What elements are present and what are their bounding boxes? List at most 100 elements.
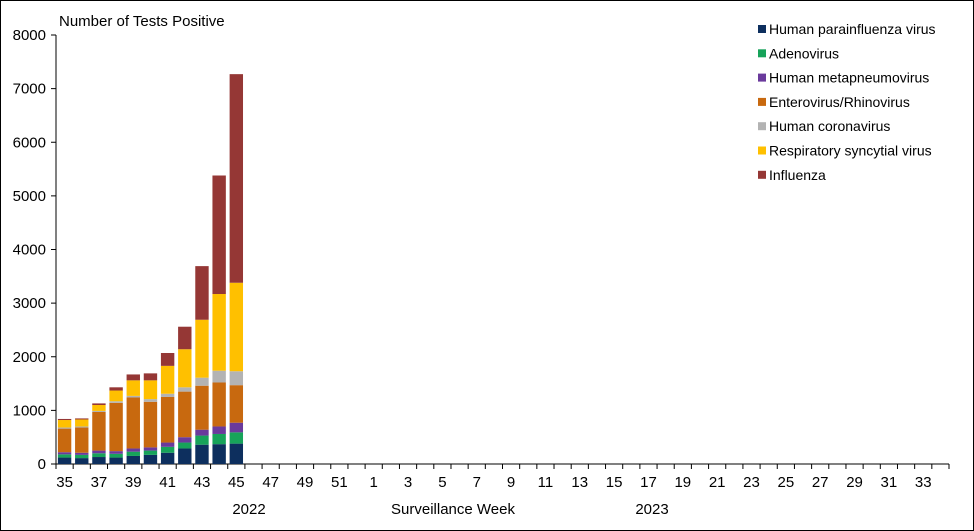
x-tick-label: 7 <box>473 474 481 491</box>
y-axis-title: Number of Tests Positive <box>59 13 225 30</box>
y-tick-label: 0 <box>38 456 46 473</box>
bar-segment-influenza <box>178 326 192 350</box>
bar-segment-respiratory-syncytial-virus <box>195 319 209 378</box>
bar-segment-human-coronavirus <box>126 395 140 398</box>
x-tick-label: 41 <box>159 474 176 491</box>
bar-segment-human-parainfluenza-virus <box>57 457 72 464</box>
x-tick-label: 43 <box>194 474 211 491</box>
bar-segment-enterovirus-rhinovirus <box>229 385 244 423</box>
bar-segment-respiratory-syncytial-virus <box>212 294 226 371</box>
bar-segment-human-metapneumovirus <box>212 426 226 434</box>
bar-segment-human-coronavirus <box>109 401 123 403</box>
bar-segment-respiratory-syncytial-virus <box>229 282 244 372</box>
bar-segment-human-metapneumovirus <box>92 450 106 454</box>
bar-segment-influenza <box>160 352 175 366</box>
y-tick-label: 8000 <box>13 27 46 44</box>
legend-swatch <box>758 97 766 106</box>
x-tick-label: 27 <box>812 474 829 491</box>
y-tick-label: 2000 <box>13 349 46 366</box>
x-tick-label: 15 <box>606 474 623 491</box>
bar-segment-human-parainfluenza-virus <box>92 457 106 464</box>
x-tick-label: 11 <box>538 474 554 491</box>
x-tick-label: 21 <box>709 474 726 491</box>
bar-segment-enterovirus-rhinovirus <box>126 397 140 449</box>
bar-segment-adenovirus <box>178 442 192 449</box>
bar-segment-enterovirus-rhinovirus <box>57 428 72 453</box>
bar-segment-enterovirus-rhinovirus <box>195 385 209 430</box>
bar-segment-influenza <box>109 387 123 391</box>
bar-segment-influenza <box>92 403 106 406</box>
bar-segment-human-metapneumovirus <box>178 437 192 443</box>
x-tick-label: 35 <box>56 474 73 491</box>
x-tick-label: 3 <box>404 474 412 491</box>
bar-segment-human-parainfluenza-virus <box>109 457 123 464</box>
x-tick-label: 31 <box>881 474 898 491</box>
bar-segment-enterovirus-rhinovirus <box>212 382 226 427</box>
bar-segment-human-parainfluenza-virus <box>75 458 89 464</box>
legend-label: Respiratory syncytial virus <box>769 143 932 159</box>
bar-segment-human-parainfluenza-virus <box>229 443 244 464</box>
legend-label: Human parainfluenza virus <box>769 21 936 37</box>
bar-segment-human-coronavirus <box>178 387 192 392</box>
bar-segment-respiratory-syncytial-virus <box>178 349 192 388</box>
bar-segment-enterovirus-rhinovirus <box>178 391 192 438</box>
x-tick-label: 29 <box>846 474 863 491</box>
x-axis-title: Surveillance Week <box>391 501 515 518</box>
legend-swatch <box>758 73 766 82</box>
bar-segment-human-metapneumovirus <box>160 442 175 447</box>
x-tick-label: 19 <box>674 474 691 491</box>
legend-label: Human metapneumovirus <box>769 70 929 86</box>
bar-segment-respiratory-syncytial-virus <box>143 380 158 400</box>
x-tick-label: 49 <box>297 474 314 491</box>
year-label: 2023 <box>635 501 668 518</box>
bar-segment-human-metapneumovirus <box>195 429 209 436</box>
x-tick-label: 25 <box>778 474 795 491</box>
bar-segment-influenza <box>126 374 140 381</box>
x-tick-label: 5 <box>438 474 446 491</box>
bar-segment-enterovirus-rhinovirus <box>143 401 158 448</box>
bar-segment-respiratory-syncytial-virus <box>160 365 175 394</box>
bar-segment-influenza <box>195 266 209 320</box>
bar-segment-respiratory-syncytial-virus <box>75 419 89 427</box>
y-tick-label: 1000 <box>13 402 46 419</box>
legend-label: Enterovirus/Rhinovirus <box>769 94 910 110</box>
bar-segment-enterovirus-rhinovirus <box>75 427 89 453</box>
bar-segment-human-coronavirus <box>75 426 89 428</box>
bar-segment-human-metapneumovirus <box>143 447 158 451</box>
legend-swatch <box>758 146 766 155</box>
bar-segment-adenovirus <box>229 432 244 444</box>
bar-segment-adenovirus <box>143 450 158 455</box>
bar-segment-influenza <box>229 74 244 283</box>
x-tick-label: 23 <box>743 474 760 491</box>
bar-segment-human-metapneumovirus <box>75 452 89 455</box>
bar-segment-human-parainfluenza-virus <box>160 452 175 464</box>
x-tick-label: 39 <box>125 474 142 491</box>
bar-segment-adenovirus <box>126 451 140 456</box>
x-tick-label: 1 <box>370 474 378 491</box>
bar-segment-influenza <box>143 373 158 381</box>
bar-segment-human-coronavirus <box>143 399 158 402</box>
bar-segment-adenovirus <box>57 454 72 458</box>
bar-segment-human-coronavirus <box>195 377 209 386</box>
bar-segment-human-metapneumovirus <box>126 448 140 452</box>
bar-segment-human-coronavirus <box>57 427 72 429</box>
bar-segment-human-coronavirus <box>92 410 106 412</box>
legend-label: Human coronavirus <box>769 118 890 134</box>
x-tick-label: 17 <box>640 474 657 491</box>
bar-segment-human-parainfluenza-virus <box>143 454 158 464</box>
y-tick-label: 6000 <box>13 134 46 151</box>
x-tick-label: 45 <box>228 474 245 491</box>
legend-swatch <box>758 49 766 58</box>
bar-segment-respiratory-syncytial-virus <box>57 420 72 428</box>
x-tick-label: 33 <box>915 474 932 491</box>
bar-segment-adenovirus <box>109 453 123 458</box>
bar-segment-human-coronavirus <box>229 371 244 386</box>
bar-segment-human-metapneumovirus <box>57 452 72 455</box>
bar-segment-influenza <box>75 418 89 420</box>
y-tick-label: 3000 <box>13 295 46 312</box>
bar-segment-human-metapneumovirus <box>109 451 123 454</box>
legend-swatch <box>758 170 766 179</box>
y-tick-label: 5000 <box>13 188 46 205</box>
